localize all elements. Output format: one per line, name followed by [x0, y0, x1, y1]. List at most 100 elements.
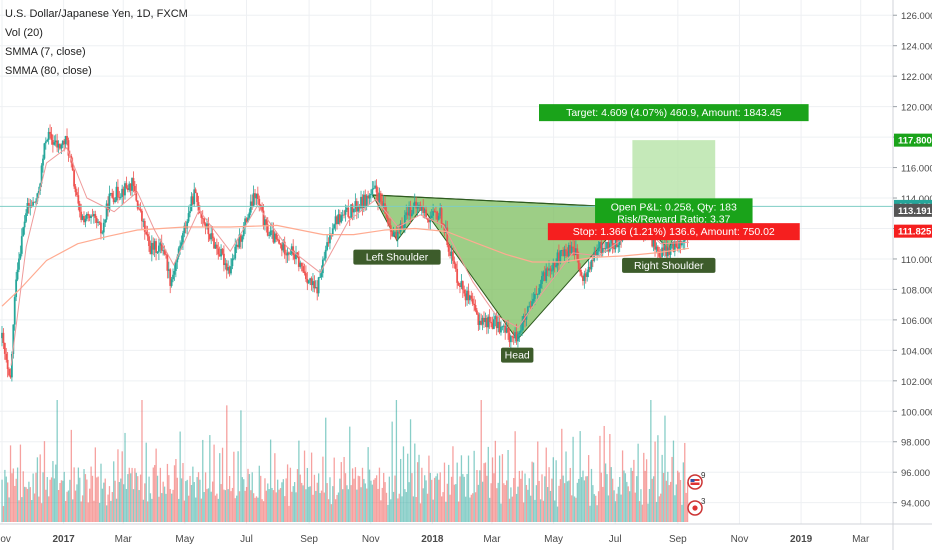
- volume-bar: [138, 490, 140, 522]
- volume-bar: [206, 489, 208, 522]
- volume-bar: [69, 479, 71, 522]
- volume-bar: [525, 484, 528, 522]
- volume-bar: [49, 479, 51, 522]
- volume-bar: [686, 482, 689, 522]
- candle-body: [497, 321, 500, 329]
- volume-bar: [219, 453, 221, 522]
- volume-bar: [264, 478, 266, 522]
- candle-body: [392, 233, 395, 237]
- volume-bar: [165, 493, 167, 522]
- volume-bar: [402, 446, 405, 522]
- candle-body: [594, 251, 597, 256]
- candle-body: [119, 196, 122, 198]
- candle-body: [115, 186, 118, 201]
- candle-body: [16, 269, 19, 280]
- volume-bar: [115, 498, 118, 522]
- smma-slow-label[interactable]: SMMA (80, close): [5, 65, 92, 77]
- volume-bar: [661, 454, 663, 522]
- candle-body: [42, 158, 44, 166]
- candle-body: [411, 213, 413, 217]
- candle-body: [454, 263, 457, 269]
- volume-indicator-label[interactable]: Vol (20): [5, 27, 43, 39]
- volume-bar: [473, 450, 475, 522]
- candle-body: [109, 193, 112, 194]
- volume-bar: [96, 477, 98, 522]
- volume-bar: [366, 488, 368, 522]
- candle-body: [442, 223, 444, 225]
- volume-bar: [589, 505, 591, 522]
- volume-bar: [248, 474, 251, 522]
- target-label-text: Target: 4.609 (4.07%) 460.9, Amount: 184…: [566, 107, 782, 119]
- volume-bar: [325, 417, 327, 522]
- volume-bar: [87, 502, 89, 522]
- candle-body: [367, 195, 369, 199]
- volume-bar: [438, 479, 440, 522]
- volume-bar: [462, 474, 464, 522]
- smma-fast-label[interactable]: SMMA (7, close): [5, 46, 86, 58]
- volume-bar: [368, 469, 371, 522]
- candle-body: [351, 204, 354, 213]
- volume-bar: [224, 490, 227, 522]
- volume-bar: [284, 496, 286, 522]
- candle-body: [542, 272, 545, 277]
- left-shoulder-label-bg: [353, 249, 441, 265]
- volume-bar: [113, 461, 115, 522]
- candle-body: [139, 209, 142, 211]
- volume-bar: [97, 476, 99, 522]
- candle-body: [32, 201, 34, 206]
- candle-body: [372, 187, 375, 189]
- volume-bar: [149, 493, 152, 522]
- candle-body: [95, 217, 98, 223]
- candle-body: [399, 223, 402, 232]
- candle-body: [375, 185, 378, 193]
- volume-bar: [237, 451, 239, 522]
- volume-bar: [599, 435, 601, 522]
- candle-body: [204, 223, 207, 228]
- volume-bar: [630, 467, 632, 522]
- volume-bar: [57, 490, 60, 522]
- volume-bar: [538, 480, 540, 522]
- volume-bar: [364, 483, 366, 522]
- candle-body: [430, 215, 433, 218]
- volume-bar: [139, 474, 142, 522]
- candle-body: [167, 269, 170, 271]
- candle-body: [416, 206, 419, 209]
- volume-bar: [265, 490, 268, 522]
- candle-body: [381, 201, 384, 207]
- volume-bar: [651, 478, 653, 522]
- volume-bar: [547, 487, 549, 522]
- volume-bar: [316, 482, 318, 522]
- volume-bar: [137, 476, 139, 522]
- volume-bar: [641, 504, 644, 522]
- volume-bar: [100, 463, 102, 522]
- left-shoulder-label-text: Left Shoulder: [366, 252, 429, 264]
- candle-body: [490, 321, 492, 324]
- volume-bar: [285, 478, 287, 522]
- symbol-title[interactable]: U.S. Dollar/Japanese Yen, 1D, FXCM: [5, 8, 188, 20]
- volume-bar: [268, 489, 270, 522]
- candle-body: [190, 196, 193, 212]
- candle-body: [128, 183, 131, 191]
- volume-bar: [585, 476, 587, 522]
- candle-body: [449, 251, 451, 256]
- candle-body: [435, 211, 437, 213]
- candle-body: [112, 197, 115, 203]
- candle-body: [377, 192, 379, 203]
- chart-legend: U.S. Dollar/Japanese Yen, 1D, FXCM Vol (…: [5, 5, 188, 81]
- volume-bar: [36, 457, 39, 522]
- candle-body: [329, 233, 331, 244]
- candle-body: [396, 231, 399, 240]
- candle-body: [474, 305, 477, 311]
- candle-body: [502, 325, 505, 327]
- candle-body: [61, 140, 64, 145]
- volume-bar: [322, 456, 324, 522]
- volume-bar: [288, 505, 290, 522]
- candle-body: [415, 201, 418, 209]
- right-shoulder-label-bg: [622, 257, 716, 273]
- volume-bar: [565, 451, 567, 522]
- volume-bar: [193, 482, 195, 522]
- candle-body: [162, 250, 165, 252]
- candle-body: [254, 193, 256, 199]
